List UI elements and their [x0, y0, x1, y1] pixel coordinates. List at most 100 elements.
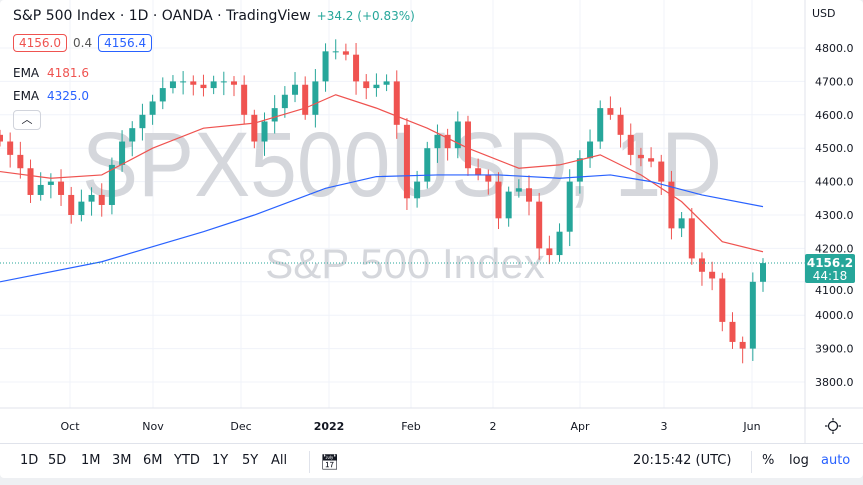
- auto-scale-toggle[interactable]: auto: [821, 453, 851, 468]
- candle-body: [230, 81, 237, 85]
- price-chart[interactable]: SPX500USD, 1D S&P 500 Index USD 3800.039…: [0, 0, 863, 443]
- candle-body: [678, 218, 685, 229]
- candle-body: [637, 154, 644, 159]
- candle-body: [464, 121, 471, 169]
- candle: [180, 71, 187, 95]
- candle-body: [454, 121, 461, 149]
- ema-fast-line: [0, 94, 764, 253]
- candle: [566, 169, 573, 247]
- candle: [332, 39, 339, 60]
- candle-body: [515, 188, 522, 192]
- candle: [424, 141, 431, 189]
- candle: [556, 223, 563, 262]
- y-tick-label: 3900.0: [815, 343, 854, 356]
- candle-body: [98, 194, 105, 205]
- candle: [393, 70, 400, 139]
- candle-body: [180, 81, 187, 83]
- spread: 0.4: [73, 36, 93, 50]
- candle: [688, 207, 695, 265]
- candle-body: [58, 181, 65, 195]
- candle: [464, 115, 471, 176]
- candle: [678, 211, 685, 238]
- candle-body: [556, 231, 563, 256]
- candle: [169, 75, 176, 94]
- candle-body: [698, 258, 705, 272]
- candle: [7, 132, 14, 168]
- candle: [0, 129, 3, 147]
- candle: [200, 74, 207, 97]
- range-5d[interactable]: 5D: [48, 453, 67, 468]
- candle-body: [342, 51, 349, 55]
- candle-body: [688, 218, 695, 259]
- candle: [444, 128, 451, 161]
- ema-label: EMA: [13, 89, 40, 103]
- candle: [739, 336, 746, 364]
- candle-body: [424, 148, 431, 182]
- candle-body: [292, 84, 299, 95]
- goto-date-calendar-icon[interactable]: 📅︎: [320, 453, 340, 471]
- bottom-toolbar: 1D 5D 1M 3M 6M YTD 1Y 5Y All 📅︎ 20:15:42 (UTC) %…: [0, 443, 863, 478]
- candle: [627, 123, 634, 166]
- range-5y[interactable]: 5Y: [242, 453, 259, 468]
- candle-body: [302, 84, 309, 115]
- x-tick-label: Jun: [742, 420, 760, 433]
- candle: [149, 94, 156, 125]
- candle: [749, 272, 756, 361]
- log-scale-toggle[interactable]: log: [789, 453, 809, 468]
- candle-body: [220, 81, 227, 83]
- y-tick-label: 4700.0: [815, 75, 854, 88]
- range-1m[interactable]: 1M: [81, 453, 101, 468]
- candle: [536, 192, 543, 260]
- bar-countdown: 44:18: [813, 269, 848, 283]
- candle: [587, 129, 594, 168]
- candle-body: [475, 168, 482, 175]
- candle-body: [576, 158, 583, 182]
- candle: [342, 43, 349, 61]
- candle-body: [566, 181, 573, 232]
- ema-label: EMA: [13, 66, 40, 80]
- range-1y[interactable]: 1Y: [212, 453, 229, 468]
- candle: [159, 77, 166, 110]
- ask-button[interactable]: 4156.4: [98, 34, 153, 52]
- candle: [68, 186, 75, 224]
- candle-body: [241, 84, 248, 115]
- candle-body: [139, 114, 146, 129]
- ema-fast-legend[interactable]: EMA 4181.6: [13, 66, 89, 80]
- clock-time: 20:15:42 (UTC): [633, 453, 732, 468]
- candle-body: [627, 134, 634, 155]
- chevron-up-icon: ︿: [21, 113, 33, 126]
- range-ytd[interactable]: YTD: [174, 453, 200, 468]
- candle-body: [190, 81, 197, 85]
- bid-button[interactable]: 4156.0: [13, 34, 67, 52]
- candle: [353, 42, 360, 95]
- watermark-symbol: SPX500USD, 1D: [82, 114, 722, 216]
- candle: [729, 312, 736, 349]
- candle: [98, 183, 105, 217]
- ema-value: 4181.6: [46, 66, 89, 80]
- x-tick-label: Oct: [60, 420, 80, 433]
- candle: [434, 124, 441, 163]
- candle-body: [281, 94, 288, 109]
- settings-gear-icon[interactable]: [825, 418, 841, 434]
- candle: [373, 73, 380, 97]
- candle-body: [526, 188, 533, 202]
- range-3m[interactable]: 3M: [112, 453, 132, 468]
- candle-body: [403, 124, 410, 199]
- range-all[interactable]: All: [271, 453, 288, 468]
- candle: [88, 187, 95, 216]
- candle-body: [159, 88, 166, 102]
- range-1d[interactable]: 1D: [20, 453, 39, 468]
- collapse-legend-button[interactable]: ︿: [13, 110, 41, 130]
- candle-body: [749, 281, 756, 349]
- candle-body: [129, 128, 136, 142]
- ema-slow-legend[interactable]: EMA 4325.0: [13, 89, 89, 103]
- percent-scale-toggle[interactable]: %: [762, 453, 775, 468]
- symbol-title[interactable]: S&P 500 Index · 1D · OANDA · TradingView…: [13, 8, 415, 24]
- candle: [312, 69, 319, 128]
- candle-body: [169, 81, 176, 89]
- candle-body: [27, 168, 34, 195]
- candle-body: [37, 184, 44, 195]
- candle: [230, 76, 237, 97]
- range-6m[interactable]: 6M: [143, 453, 163, 468]
